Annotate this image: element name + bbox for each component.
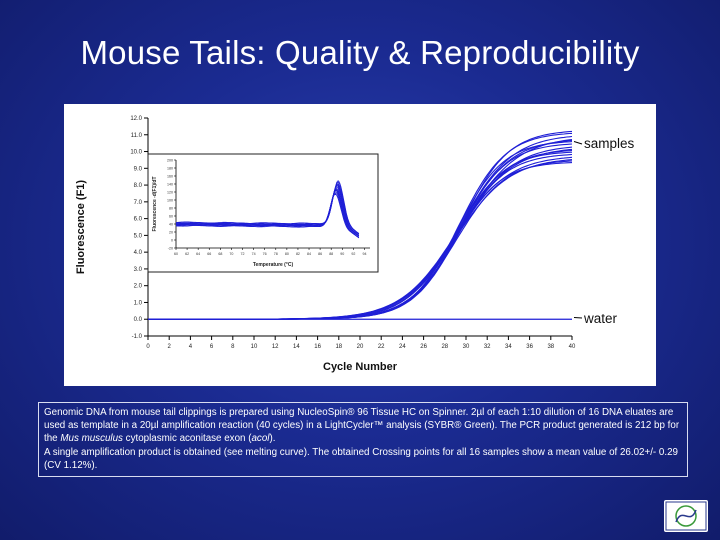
main-x-tick-label: 22 xyxy=(378,344,385,350)
caption-text-1c: ). xyxy=(269,433,276,445)
inset-x-tick-label: 74 xyxy=(252,252,256,256)
main-x-tick-label: 12 xyxy=(272,344,279,350)
main-y-tick-label: -1.0 xyxy=(132,334,143,340)
inset-x-tick-label: 82 xyxy=(296,252,300,256)
main-x-tick-label: 32 xyxy=(484,344,491,350)
main-y-tick-label: 4.0 xyxy=(134,250,143,256)
samples-annotation: samples xyxy=(584,136,635,151)
main-x-tick-label: 4 xyxy=(189,344,193,350)
inset-y-tick-label: 140 xyxy=(167,183,173,187)
inset-y-tick-label: 160 xyxy=(167,175,173,179)
caption-text-1b: cytoplasmic aconitase exon ( xyxy=(122,433,252,445)
main-y-tick-label: 1.0 xyxy=(134,300,143,306)
main-x-tick-label: 2 xyxy=(168,344,172,350)
main-x-tick-label: 14 xyxy=(293,344,300,350)
main-x-tick-label: 8 xyxy=(231,344,235,350)
gencore-logo xyxy=(664,500,708,532)
main-x-tick-label: 26 xyxy=(420,344,427,350)
main-x-tick-label: 36 xyxy=(526,344,533,350)
main-labels: -1.0 0.0 1.0 2.0 3.0 4.0 5.0 6.0 7.0 8.0 9.0 10.0 11… xyxy=(75,116,635,373)
inset-x-tick-label: 68 xyxy=(218,252,222,256)
inset-y-tick-label: 120 xyxy=(167,191,173,195)
caption-box: Genomic DNA from mouse tail clippings is… xyxy=(38,402,688,478)
main-x-tick-label: 18 xyxy=(335,344,342,350)
caption-gene: acol xyxy=(251,433,270,445)
amplification-chart-svg: -1.0 0.0 1.0 2.0 3.0 4.0 5.0 6.0 7.0 8.0 9.0 10.0 11… xyxy=(75,116,635,373)
main-x-tick-label: 30 xyxy=(463,344,470,350)
main-y-tick-label: 7.0 xyxy=(134,200,143,206)
inset-y-tick-label: 60 xyxy=(169,215,173,219)
melting-curve-inset: -20 0 20 40 60 80 100 120 140 160 180 200 60 62 64 66 68… xyxy=(147,153,379,273)
main-y-axis-label: Fluorescence (F1) xyxy=(75,180,87,274)
amplification-chart: -1.0 0.0 1.0 2.0 3.0 4.0 5.0 6.0 7.0 8.0 9.0 10.0 11… xyxy=(64,104,656,386)
inset-x-tick-label: 84 xyxy=(307,252,311,256)
gencore-logo-mark xyxy=(665,501,707,531)
main-y-tick-label: 12.0 xyxy=(130,116,142,122)
inset-x-tick-label: 62 xyxy=(185,252,189,256)
inset-y-tick-label: 80 xyxy=(169,207,173,211)
inset-x-axis-label: Temperature (°C) xyxy=(253,262,294,268)
inset-x-tick-label: 92 xyxy=(351,252,355,256)
inset-y-tick-label: 40 xyxy=(169,223,173,227)
main-x-tick-label: 38 xyxy=(547,344,554,350)
main-y-tick-label: 0.0 xyxy=(134,317,143,323)
main-x-tick-label: 34 xyxy=(505,344,512,350)
caption-species: Mus musculus xyxy=(60,433,123,445)
inset-x-tick-label: 78 xyxy=(274,252,278,256)
melt-curve xyxy=(175,180,360,234)
inset-frame xyxy=(147,153,379,273)
water-annotation: water xyxy=(583,311,618,326)
main-x-tick-label: 28 xyxy=(441,344,448,350)
inset-x-tick-label: 90 xyxy=(340,252,344,256)
inset-x-tick-label: 86 xyxy=(318,252,322,256)
main-x-axis-label: Cycle Number xyxy=(323,361,398,373)
main-y-tick-label: 2.0 xyxy=(134,284,143,290)
caption-paragraph-2: A single amplification product is obtain… xyxy=(44,446,678,471)
main-y-tick-label: 8.0 xyxy=(134,183,143,189)
main-y-tick-label: 6.0 xyxy=(134,217,143,223)
inset-y-tick-label: 200 xyxy=(167,159,173,163)
main-x-tick-label: 10 xyxy=(251,344,258,350)
inset-x-tick-label: 76 xyxy=(263,252,267,256)
inset-x-tick-label: 88 xyxy=(329,252,333,256)
inset-x-tick-label: 66 xyxy=(207,252,211,256)
main-y-tick-label: 11.0 xyxy=(131,133,143,139)
inset-x-tick-label: 60 xyxy=(174,252,178,256)
slide-title: Mouse Tails: Quality & Reproducibility xyxy=(80,34,640,71)
caption-text-1a: Genomic DNA from mouse tail clippings is… xyxy=(44,407,680,445)
main-x-tick-label: 20 xyxy=(357,344,364,350)
inset-x-tick-label: 94 xyxy=(362,252,366,256)
inset-y-tick-label: 100 xyxy=(167,199,173,203)
main-x-tick-label: 6 xyxy=(210,344,214,350)
samples-leader-line xyxy=(573,141,583,145)
inset-y-tick-label: 0 xyxy=(171,239,173,243)
inset-x-tick-label: 72 xyxy=(241,252,245,256)
inset-y-tick-label: 180 xyxy=(167,167,173,171)
main-x-tick-label: 16 xyxy=(314,344,321,350)
main-y-tick-label: 10.0 xyxy=(130,150,142,156)
main-x-tick-label: 40 xyxy=(569,344,576,350)
inset-y-tick-label: 20 xyxy=(169,231,173,235)
main-y-tick-label: 5.0 xyxy=(134,233,143,239)
inset-x-tick-label: 64 xyxy=(196,252,200,256)
main-y-tick-label: 9.0 xyxy=(134,166,143,172)
main-y-tick-label: 3.0 xyxy=(134,267,143,273)
inset-x-tick-label: 70 xyxy=(229,252,233,256)
inset-y-axis-label: Fluorescence -d(F1)/dT xyxy=(152,176,158,231)
inset-y-tick-label: -20 xyxy=(168,247,173,251)
main-x-tick-label: 0 xyxy=(146,344,150,350)
main-x-tick-label: 24 xyxy=(399,344,406,350)
inset-x-tick-label: 80 xyxy=(285,252,289,256)
caption-paragraph-1: Genomic DNA from mouse tail clippings is… xyxy=(44,406,682,446)
